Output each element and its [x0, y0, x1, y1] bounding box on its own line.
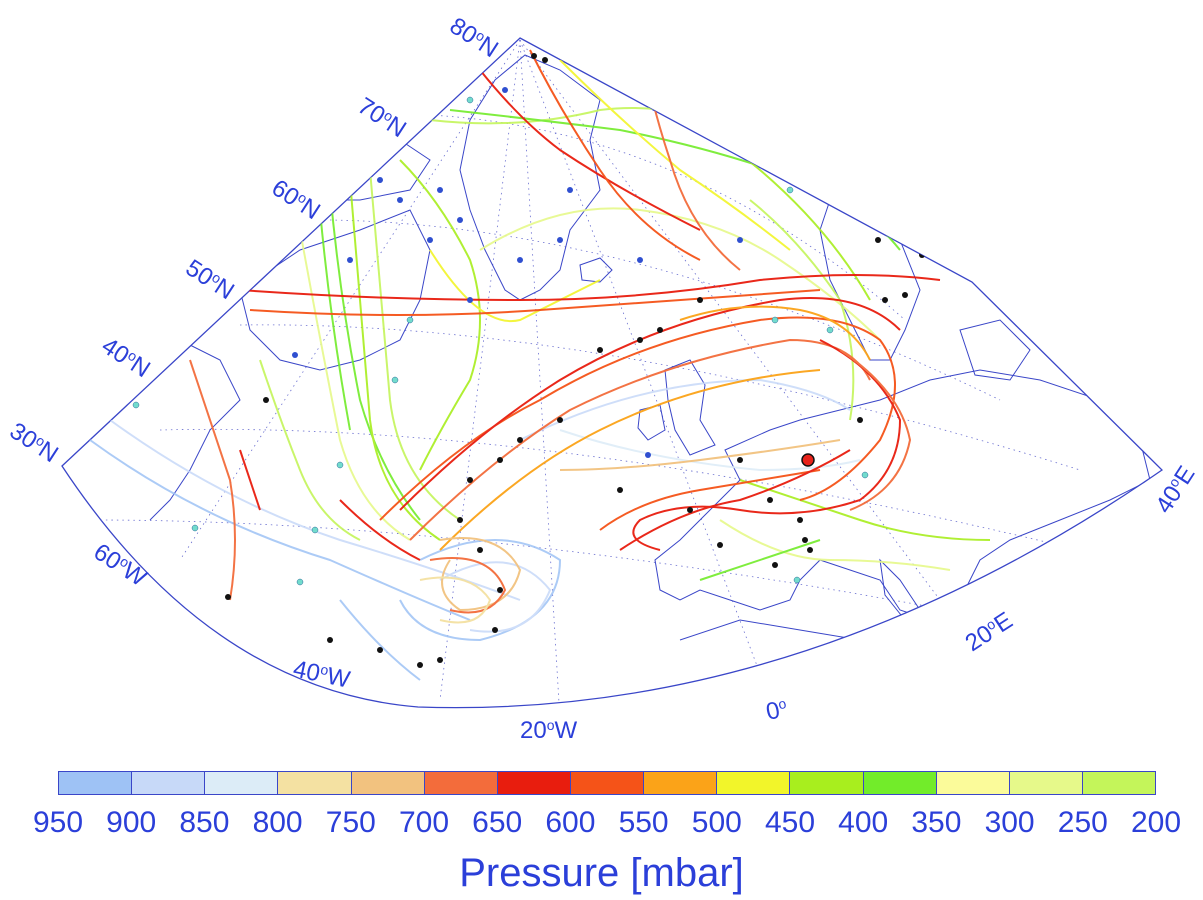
colorbar-swatch — [1009, 772, 1083, 794]
colorbar-swatch — [644, 772, 718, 794]
colorbar-title: Pressure [mbar] — [459, 851, 744, 895]
map-frame — [61, 37, 1164, 709]
colorbar-tick-label: 550 — [618, 806, 669, 839]
trajectories-850-950 — [89, 378, 861, 681]
lat-label-70: 70oN — [353, 92, 411, 143]
lat-label-50: 50oN — [181, 254, 239, 305]
lon-label-20w: 20oW — [520, 717, 578, 744]
colorbar-swatch — [570, 772, 645, 794]
colorbar-swatch — [59, 772, 133, 794]
colorbar-swatch — [790, 772, 864, 794]
colorbar-swatch — [1082, 772, 1156, 794]
colorbar-tick-label: 250 — [1057, 806, 1108, 839]
colorbar-tick-label: 650 — [472, 806, 523, 839]
lon-label-0: 0o — [764, 695, 791, 726]
colorbar-tick-label: 750 — [325, 806, 376, 839]
lat-label-40: 40oN — [97, 332, 155, 383]
colorbar-tick-label: 500 — [691, 806, 742, 839]
colorbar-swatch — [863, 772, 937, 794]
colorbar-tick-label: 850 — [179, 806, 230, 839]
colorbar-tick-label: 700 — [398, 806, 450, 839]
trajectory-start-points — [132, 53, 925, 668]
colorbar-tick-labels: 950 900 850 800 750 700 650 600 550 500 450 400 350 3… — [0, 805, 1203, 841]
colorbar-tick-label: 200 — [1130, 806, 1182, 839]
trajectory-map: 80oN 70oN 60oN 50oN 40oN 30oN 60oW 40oW … — [5, 12, 1201, 744]
origin-point-marker — [801, 453, 815, 467]
lon-label-20e: 20oE — [961, 607, 1018, 657]
trajectories-500-750 — [189, 39, 941, 624]
trajectories-200-450 — [259, 59, 991, 581]
pressure-colorbar — [58, 771, 1156, 795]
colorbar-swatch — [205, 772, 279, 794]
colorbar-swatch — [424, 772, 498, 794]
colorbar-swatch — [278, 772, 352, 794]
colorbar-swatch — [497, 772, 571, 794]
colorbar-swatch — [717, 772, 791, 794]
lat-label-80: 80oN — [445, 12, 503, 63]
lat-label-60: 60oN — [267, 174, 325, 225]
colorbar-tick-label: 900 — [106, 806, 157, 839]
lat-label-30: 30oN — [5, 417, 63, 468]
colorbar-swatch — [936, 772, 1010, 794]
colorbar-tick-label: 950 — [32, 806, 84, 839]
colorbar-tick-label: 400 — [838, 806, 889, 839]
colorbar-tick-label: 450 — [764, 806, 816, 839]
colorbar-tick-label: 600 — [545, 806, 596, 839]
colorbar-swatch — [132, 772, 206, 794]
colorbar-swatch — [351, 772, 425, 794]
colorbar-tick-label: 800 — [252, 806, 303, 839]
colorbar-tick-label: 350 — [911, 806, 962, 839]
colorbar-tick-label: 300 — [984, 806, 1035, 839]
